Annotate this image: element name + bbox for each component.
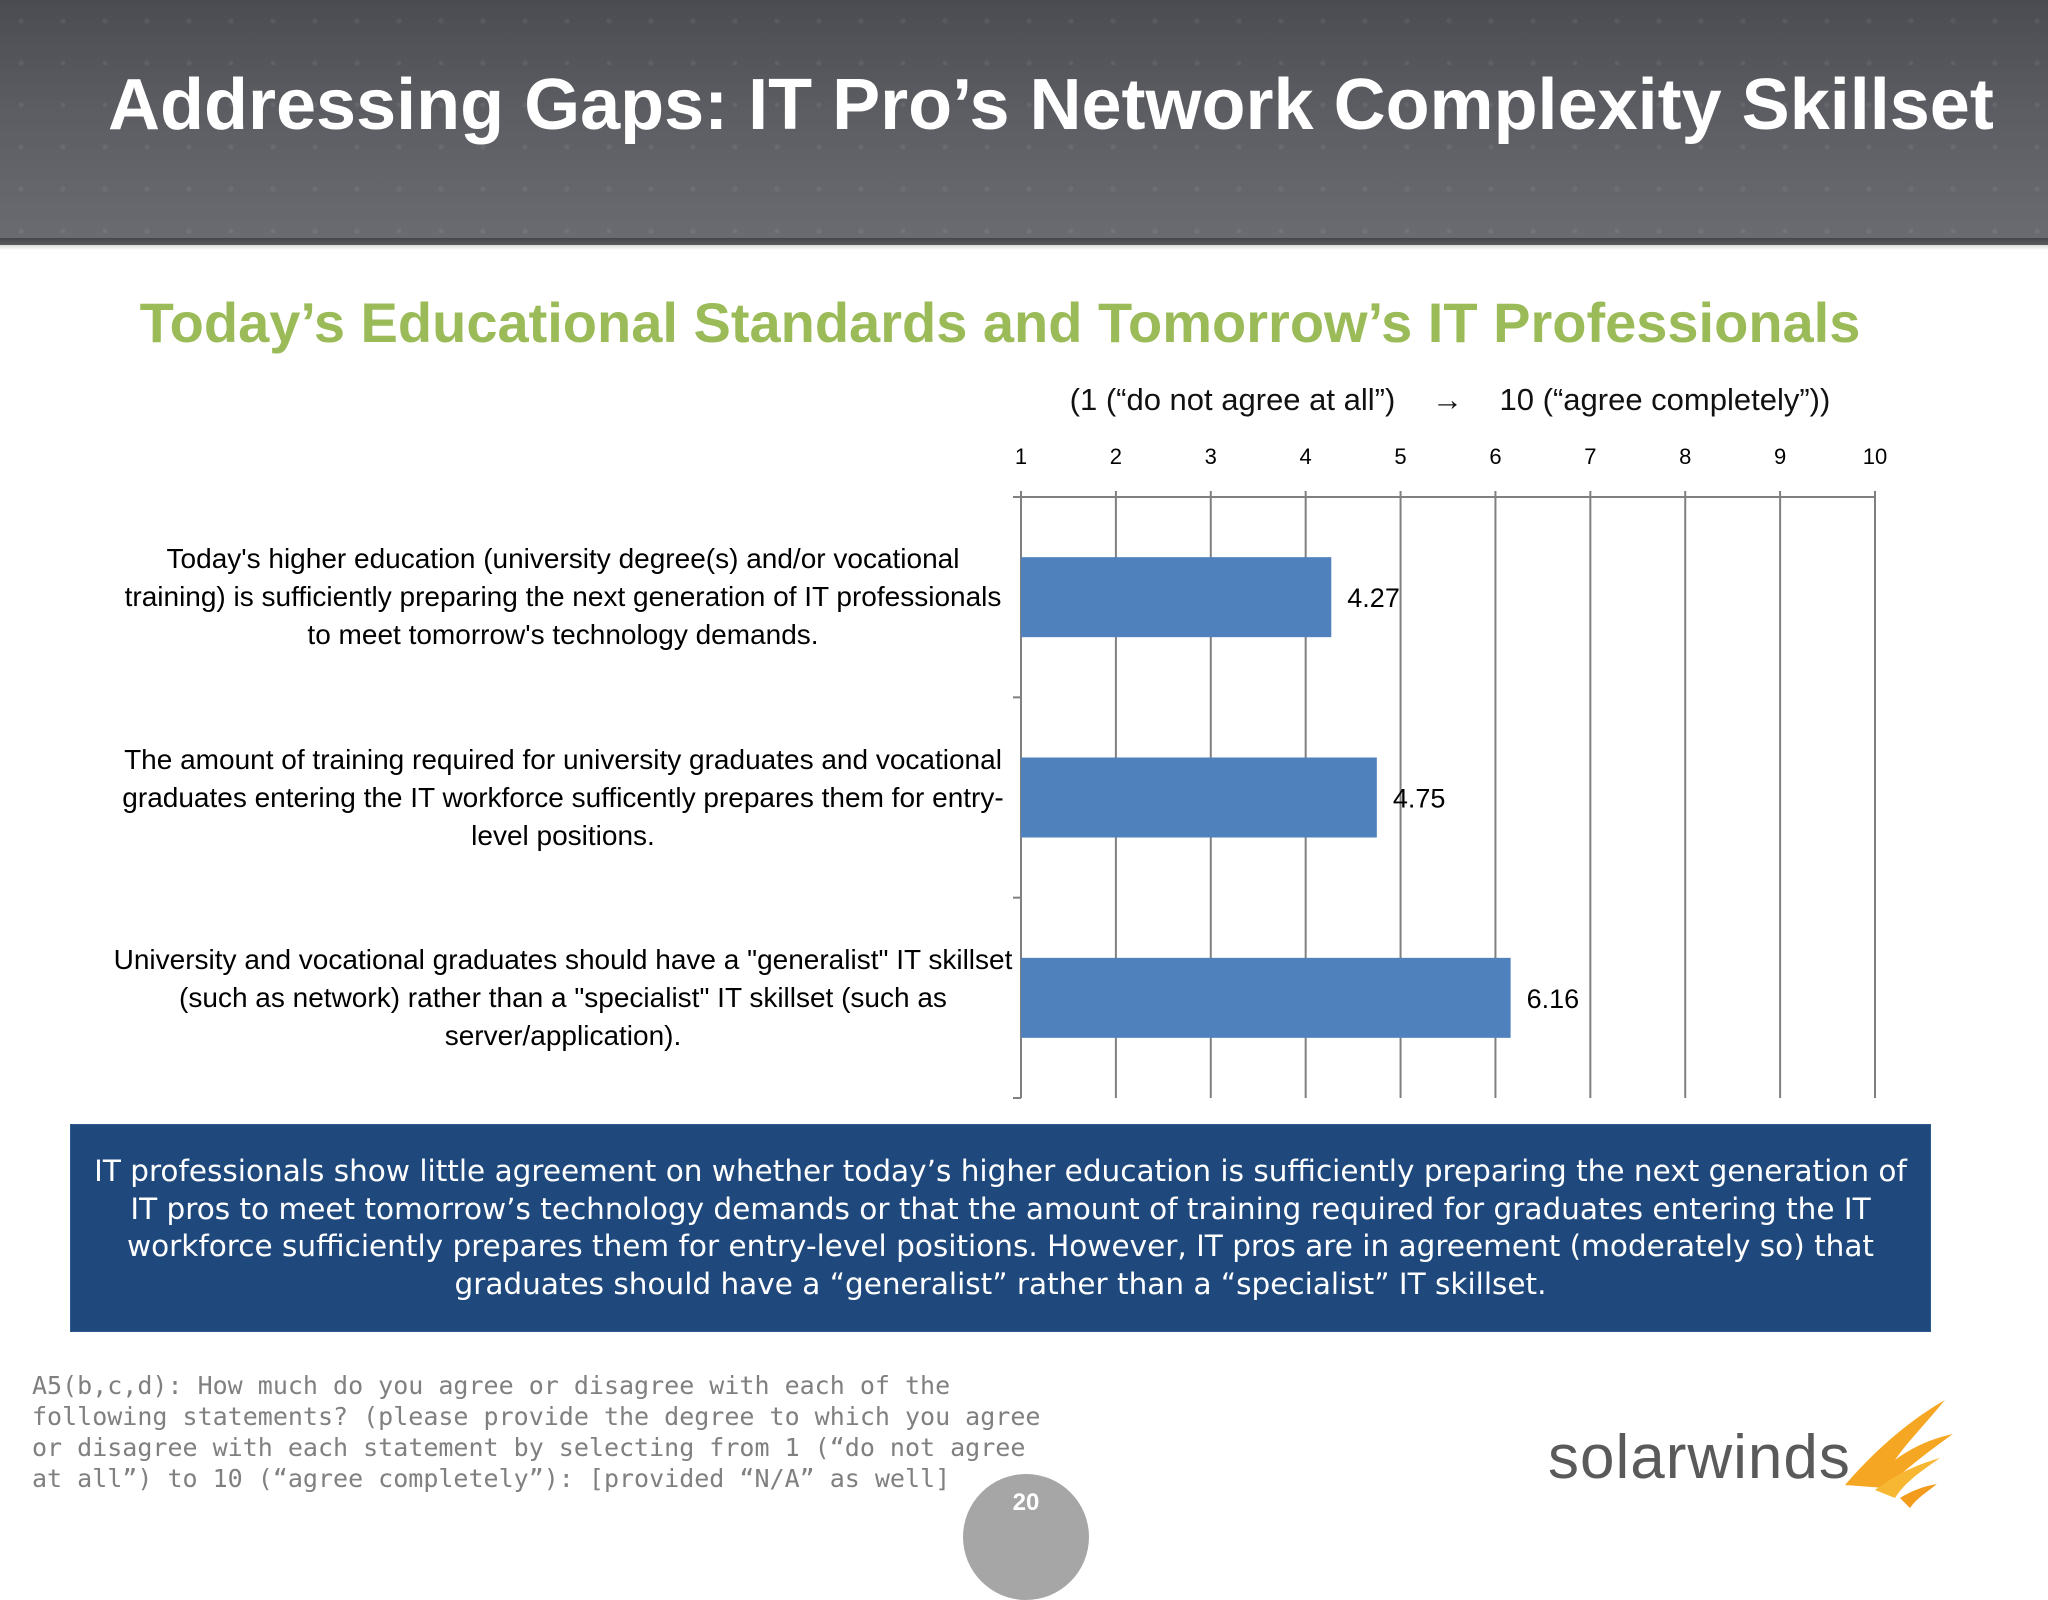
tick-label-8: 8 — [1679, 444, 1691, 469]
data-label-3: 6.16 — [1527, 984, 1580, 1014]
tick-label-3: 3 — [1205, 444, 1217, 469]
bar-1 — [1021, 557, 1332, 638]
data-label-2: 4.75 — [1393, 784, 1446, 814]
scale-caption: (1 (“do not agree at all”) → 10 (“agree … — [1000, 380, 1900, 420]
scale-caption-left: (1 (“do not agree at all”) — [1069, 382, 1396, 417]
tick-label-2: 2 — [1110, 444, 1122, 469]
category-label-1: Today's higher education (university deg… — [124, 543, 1002, 651]
scale-caption-right: 10 (“agree completely”)) — [1499, 382, 1831, 417]
bar-2 — [1021, 757, 1377, 838]
category-label-3: University and vocational graduates shou… — [113, 943, 1013, 1051]
callout-text: IT professionals show little agreement o… — [94, 1154, 1907, 1301]
tick-label-1: 1 — [1015, 444, 1027, 469]
callout-box: IT professionals show little agreement o… — [70, 1124, 1931, 1332]
category-label-2: The amount of training required for univ… — [122, 743, 1004, 851]
header-texture — [0, 0, 2048, 245]
header-shadow — [0, 238, 2048, 250]
chart-subtitle: Today’s Educational Standards and Tomorr… — [139, 291, 1861, 354]
arrow-right-icon: → — [1431, 382, 1463, 417]
survey-question-footnote: A5(b,c,d): How much do you agree or disa… — [32, 1371, 1041, 1493]
tick-label-7: 7 — [1584, 444, 1596, 469]
bar-3 — [1021, 957, 1511, 1038]
header-banner — [0, 0, 2048, 245]
page-number: 20 — [1012, 1489, 1040, 1516]
bar-chart: 1 2 3 4 5 6 7 8 9 10 4.27 4.75 6.16 — [1013, 444, 1887, 1099]
logo-wordmark: solarwinds — [1548, 1423, 1851, 1492]
tick-label-5: 5 — [1394, 444, 1406, 469]
tick-label-4: 4 — [1300, 444, 1312, 469]
tick-label-10: 10 — [1863, 444, 1887, 469]
page-title: Addressing Gaps: IT Pro’s Network Comple… — [108, 65, 1994, 145]
data-label-1: 4.27 — [1347, 583, 1400, 613]
tick-label-6: 6 — [1489, 444, 1501, 469]
flame-icon — [1845, 1400, 1953, 1508]
tick-label-9: 9 — [1774, 444, 1786, 469]
